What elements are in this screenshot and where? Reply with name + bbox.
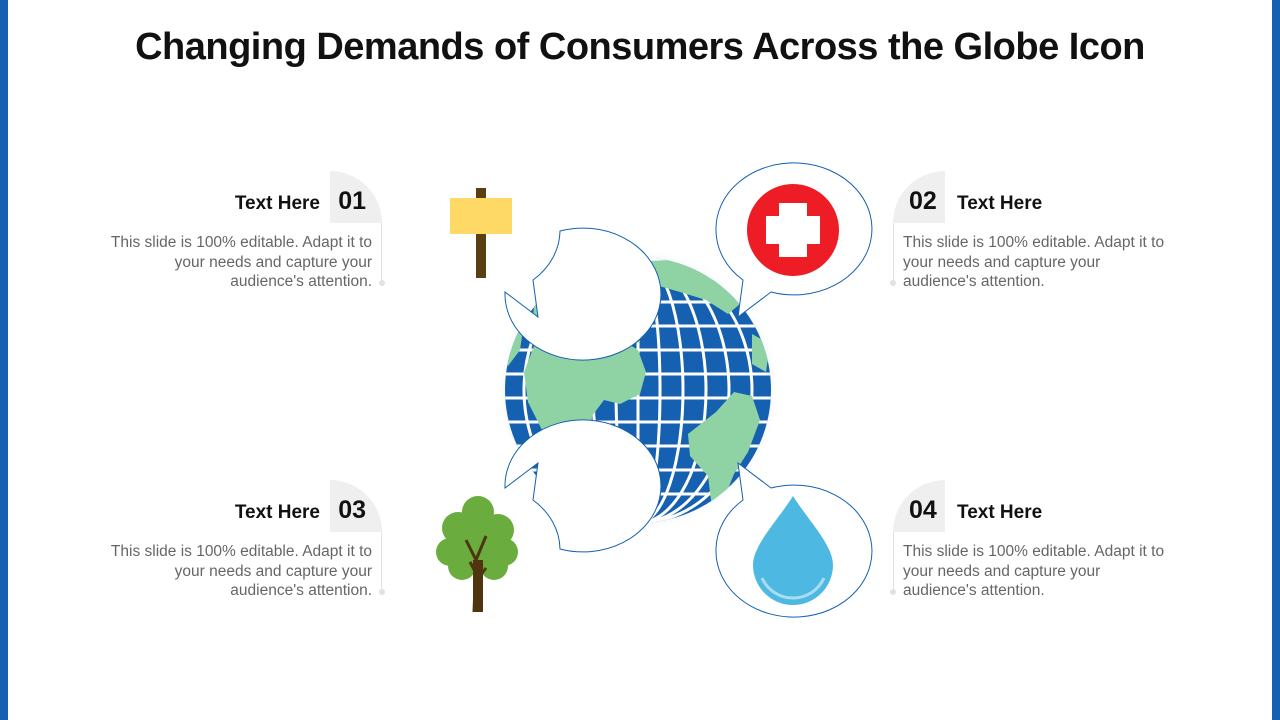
bubble-01 (450, 188, 662, 361)
tree-icon (436, 496, 518, 613)
bubble-03 (436, 419, 662, 613)
item-number: 01 (338, 187, 366, 215)
item-description: This slide is 100% editable. Adapt it to… (903, 543, 1165, 599)
item-number: 02 (909, 187, 937, 215)
divider-line (893, 532, 894, 592)
divider-dot (890, 589, 896, 595)
divider-dot (379, 280, 385, 286)
item-description: This slide is 100% editable. Adapt it to… (110, 543, 372, 599)
medical-cross-icon (747, 184, 839, 276)
item-heading: Text Here (957, 193, 1043, 214)
item-heading: Text Here (234, 502, 320, 523)
bubble-04 (715, 461, 873, 618)
right-edge-bar (1272, 0, 1280, 720)
signboard-icon (450, 188, 512, 278)
left-edge-bar (0, 0, 8, 720)
item-description: This slide is 100% editable. Adapt it to… (903, 234, 1165, 290)
item-heading: Text Here (957, 502, 1043, 523)
slide-title: Changing Demands of Consumers Across the… (135, 26, 1145, 68)
item-number: 03 (338, 496, 366, 524)
item-number: 04 (909, 496, 937, 524)
water-drop-icon (753, 496, 833, 605)
divider-line (893, 223, 894, 283)
divider-dot (379, 589, 385, 595)
divider-line (381, 532, 382, 592)
item-heading: Text Here (234, 193, 320, 214)
divider-line (381, 223, 382, 283)
bubble-02 (715, 162, 873, 319)
item-description: This slide is 100% editable. Adapt it to… (110, 234, 372, 290)
divider-dot (890, 280, 896, 286)
